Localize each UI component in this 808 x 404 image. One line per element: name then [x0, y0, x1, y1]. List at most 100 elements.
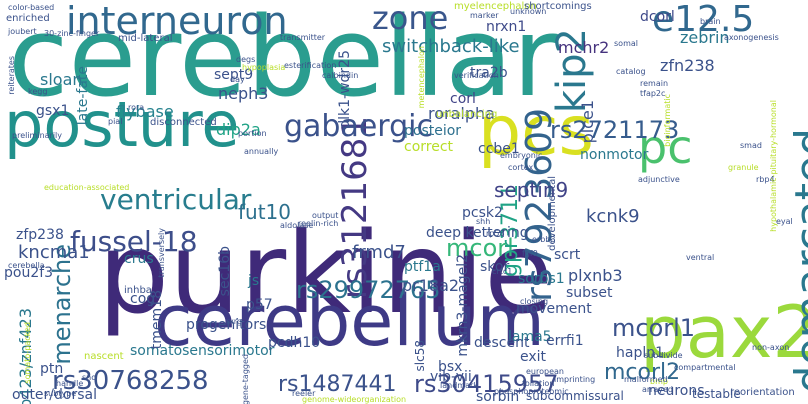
- cloud-word: unbalancing: [436, 109, 498, 120]
- cloud-word: rs30768258: [52, 366, 209, 396]
- cloud-word: minigene-tagged: [241, 354, 250, 404]
- cloud-word: plxnb3: [568, 266, 623, 285]
- cloud-word: esterification: [284, 61, 337, 70]
- cloud-word: imprinting: [554, 375, 596, 384]
- cloud-word: myelencephalon: [454, 1, 537, 12]
- cloud-word: errfi1: [546, 333, 584, 349]
- cloud-word: output: [312, 211, 339, 220]
- cloud-word: reeler: [292, 389, 316, 398]
- cloud-word: hypothalamic-pituitary-hormonal: [769, 100, 778, 232]
- cloud-word: verification: [454, 71, 499, 80]
- cloud-word: aldolase: [280, 221, 314, 230]
- cloud-word: arrayed: [642, 385, 673, 394]
- cloud-word: dip2a: [216, 120, 261, 139]
- cloud-word: preliminarily: [12, 131, 63, 140]
- cloud-word: zone: [372, 0, 449, 37]
- cloud-word: remain: [640, 79, 669, 88]
- cloud-word: somato-packed: [23, 322, 32, 384]
- cloud-word: somal: [614, 39, 638, 48]
- cloud-word: eyal: [776, 217, 793, 226]
- cloud-word: bsx: [438, 359, 463, 375]
- cloud-word: reorientation: [730, 387, 795, 398]
- cloud-word: crtc1: [492, 267, 513, 276]
- cloud-word: js: [248, 273, 260, 289]
- cloud-word: pc: [638, 120, 693, 174]
- cloud-word: calbindin: [322, 71, 359, 80]
- cloud-word: somatosensorimotor: [130, 343, 275, 359]
- cloud-word: kegg: [28, 87, 48, 96]
- cloud-word: kcnk9: [586, 206, 640, 227]
- cloud-word: outer/dorsal: [12, 387, 97, 403]
- cloud-word: education-associated: [44, 183, 130, 192]
- cloud-word: crus: [124, 251, 154, 267]
- cloud-word: handle: [56, 379, 84, 388]
- cloud-word: unknown: [510, 7, 547, 16]
- cloud-word: hapln1: [616, 345, 665, 361]
- cloud-word: cerebella: [8, 261, 45, 270]
- cloud-word: disconnected: [150, 117, 217, 128]
- cloud-word: sept9: [214, 67, 254, 83]
- cloud-word: subdivide: [644, 351, 683, 360]
- cloud-word: e12.5: [652, 0, 755, 40]
- cloud-word: marker: [470, 11, 499, 20]
- cloud-word: color-based: [8, 3, 55, 12]
- cloud-word: roralpha: [428, 104, 495, 123]
- cloud-word: purkinje: [98, 209, 554, 339]
- cloud-word: granule: [728, 163, 759, 172]
- cloud-word: fussel-18: [70, 225, 198, 258]
- cloud-word: sorbin: [476, 389, 520, 404]
- cloud-word: corl: [450, 91, 476, 107]
- cloud-word: fut10: [238, 200, 292, 224]
- cloud-word: rbp4: [756, 175, 775, 184]
- cloud-word: rs30415957: [414, 370, 559, 398]
- cloud-word: dlk1-wdr25: [337, 50, 353, 129]
- cloud-word: lama5: [508, 329, 552, 345]
- cloud-word: day: [230, 75, 245, 84]
- cloud-word: exit: [520, 349, 547, 365]
- cloud-word: nrxn1: [486, 19, 527, 35]
- cloud-word: pcdh10: [268, 335, 321, 351]
- cloud-word: zebrin: [680, 28, 730, 47]
- cloud-word: subtype: [44, 389, 77, 398]
- cloud-word: rxrg: [226, 317, 243, 326]
- cloud-word: correct: [404, 139, 454, 155]
- cloud-word: rs29972765: [296, 276, 441, 304]
- cloud-word: rora: [128, 103, 145, 112]
- cloud-word: erbb3: [532, 235, 556, 244]
- cloud-word: subcommissural: [526, 389, 624, 403]
- cloud-word: switchback-like: [382, 36, 520, 57]
- cloud-word: neurons: [648, 383, 705, 399]
- cloud-word: 30-zinc-finger: [44, 29, 100, 38]
- cloud-word: portion: [238, 129, 267, 138]
- cloud-word: inhba: [124, 285, 152, 296]
- cloud-word: joubert: [8, 27, 37, 36]
- cloud-word: bmp: [650, 377, 668, 386]
- cloud-word: zfn238: [660, 56, 715, 75]
- cloud-word: nonmotor: [580, 147, 649, 163]
- cloud-word: dcorl: [640, 9, 675, 25]
- cloud-word: ptn: [40, 361, 64, 377]
- cloud-word: malformed: [624, 375, 668, 384]
- cloud-word: interneuron: [66, 0, 288, 43]
- cloud-word: flybase: [116, 102, 174, 121]
- cloud-word: mcorl2: [604, 360, 681, 385]
- cloud-word: mcorl: [446, 234, 514, 262]
- cloud-word: posteior: [404, 123, 462, 139]
- cloud-word: cerebellar: [8, 0, 558, 121]
- cloud-word: degs: [236, 55, 256, 64]
- cloud-word: sno: [82, 373, 97, 382]
- cloud-word: testable: [692, 387, 741, 401]
- cloud-word: scrt: [554, 247, 581, 263]
- cloud-word: sloan: [40, 70, 83, 89]
- cloud-word: late-fate: [75, 66, 91, 126]
- cloud-word: ventral: [686, 253, 715, 262]
- cloud-word: tfap2c: [640, 89, 666, 98]
- cloud-word: gabaergic: [284, 109, 433, 144]
- cloud-word: cerebellum: [154, 280, 545, 362]
- cloud-word: mchr2: [558, 38, 610, 57]
- cloud-word: genome-wideorganization: [302, 395, 407, 404]
- cloud-word: compartmental: [674, 363, 736, 372]
- cloud-word: cortex: [508, 163, 534, 172]
- cloud-word: landmark: [440, 381, 478, 390]
